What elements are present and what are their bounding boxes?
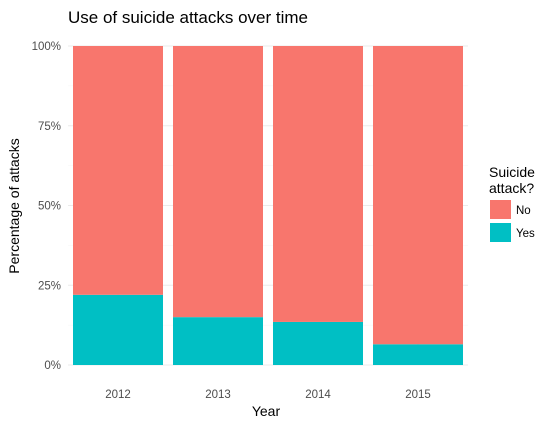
y-tick-label: 100% bbox=[32, 41, 61, 53]
bar-yes-2014 bbox=[273, 321, 363, 365]
chart-title: Use of suicide attacks over time bbox=[68, 8, 308, 27]
x-tick-label: 2015 bbox=[405, 389, 431, 401]
legend-label-no: No bbox=[516, 205, 531, 217]
y-tick-label: 25% bbox=[38, 280, 61, 292]
bar-no-2013 bbox=[173, 46, 263, 318]
legend-items: No Yes bbox=[490, 200, 535, 242]
x-tick-label: 2012 bbox=[105, 389, 131, 401]
y-axis-label: Percentage of attacks bbox=[6, 138, 22, 273]
bars bbox=[73, 46, 463, 365]
bar-no-2014 bbox=[273, 46, 363, 322]
y-tick-label: 50% bbox=[38, 201, 61, 213]
bar-yes-2013 bbox=[173, 317, 263, 365]
legend-label-yes: Yes bbox=[516, 228, 535, 240]
bar-no-2012 bbox=[73, 46, 163, 295]
x-axis-label: Year bbox=[252, 403, 281, 419]
legend-swatch-no bbox=[490, 200, 511, 219]
y-tick-label: 75% bbox=[38, 121, 61, 133]
x-tick-label: 2014 bbox=[305, 389, 331, 401]
legend: Suicide attack? No Yes bbox=[489, 164, 535, 242]
legend-title-line-1: Suicide bbox=[489, 164, 535, 180]
bar-yes-2015 bbox=[373, 344, 463, 365]
y-tick-label: 0% bbox=[44, 360, 61, 372]
x-axis-ticks: 2012 2013 2014 2015 bbox=[105, 389, 431, 401]
legend-swatch-yes bbox=[490, 223, 511, 242]
legend-title-line-2: attack? bbox=[489, 180, 534, 196]
bar-no-2015 bbox=[373, 46, 463, 345]
bar-yes-2012 bbox=[73, 294, 163, 365]
y-axis-ticks: 0% 25% 50% 75% 100% bbox=[32, 41, 61, 372]
x-tick-label: 2013 bbox=[205, 389, 231, 401]
